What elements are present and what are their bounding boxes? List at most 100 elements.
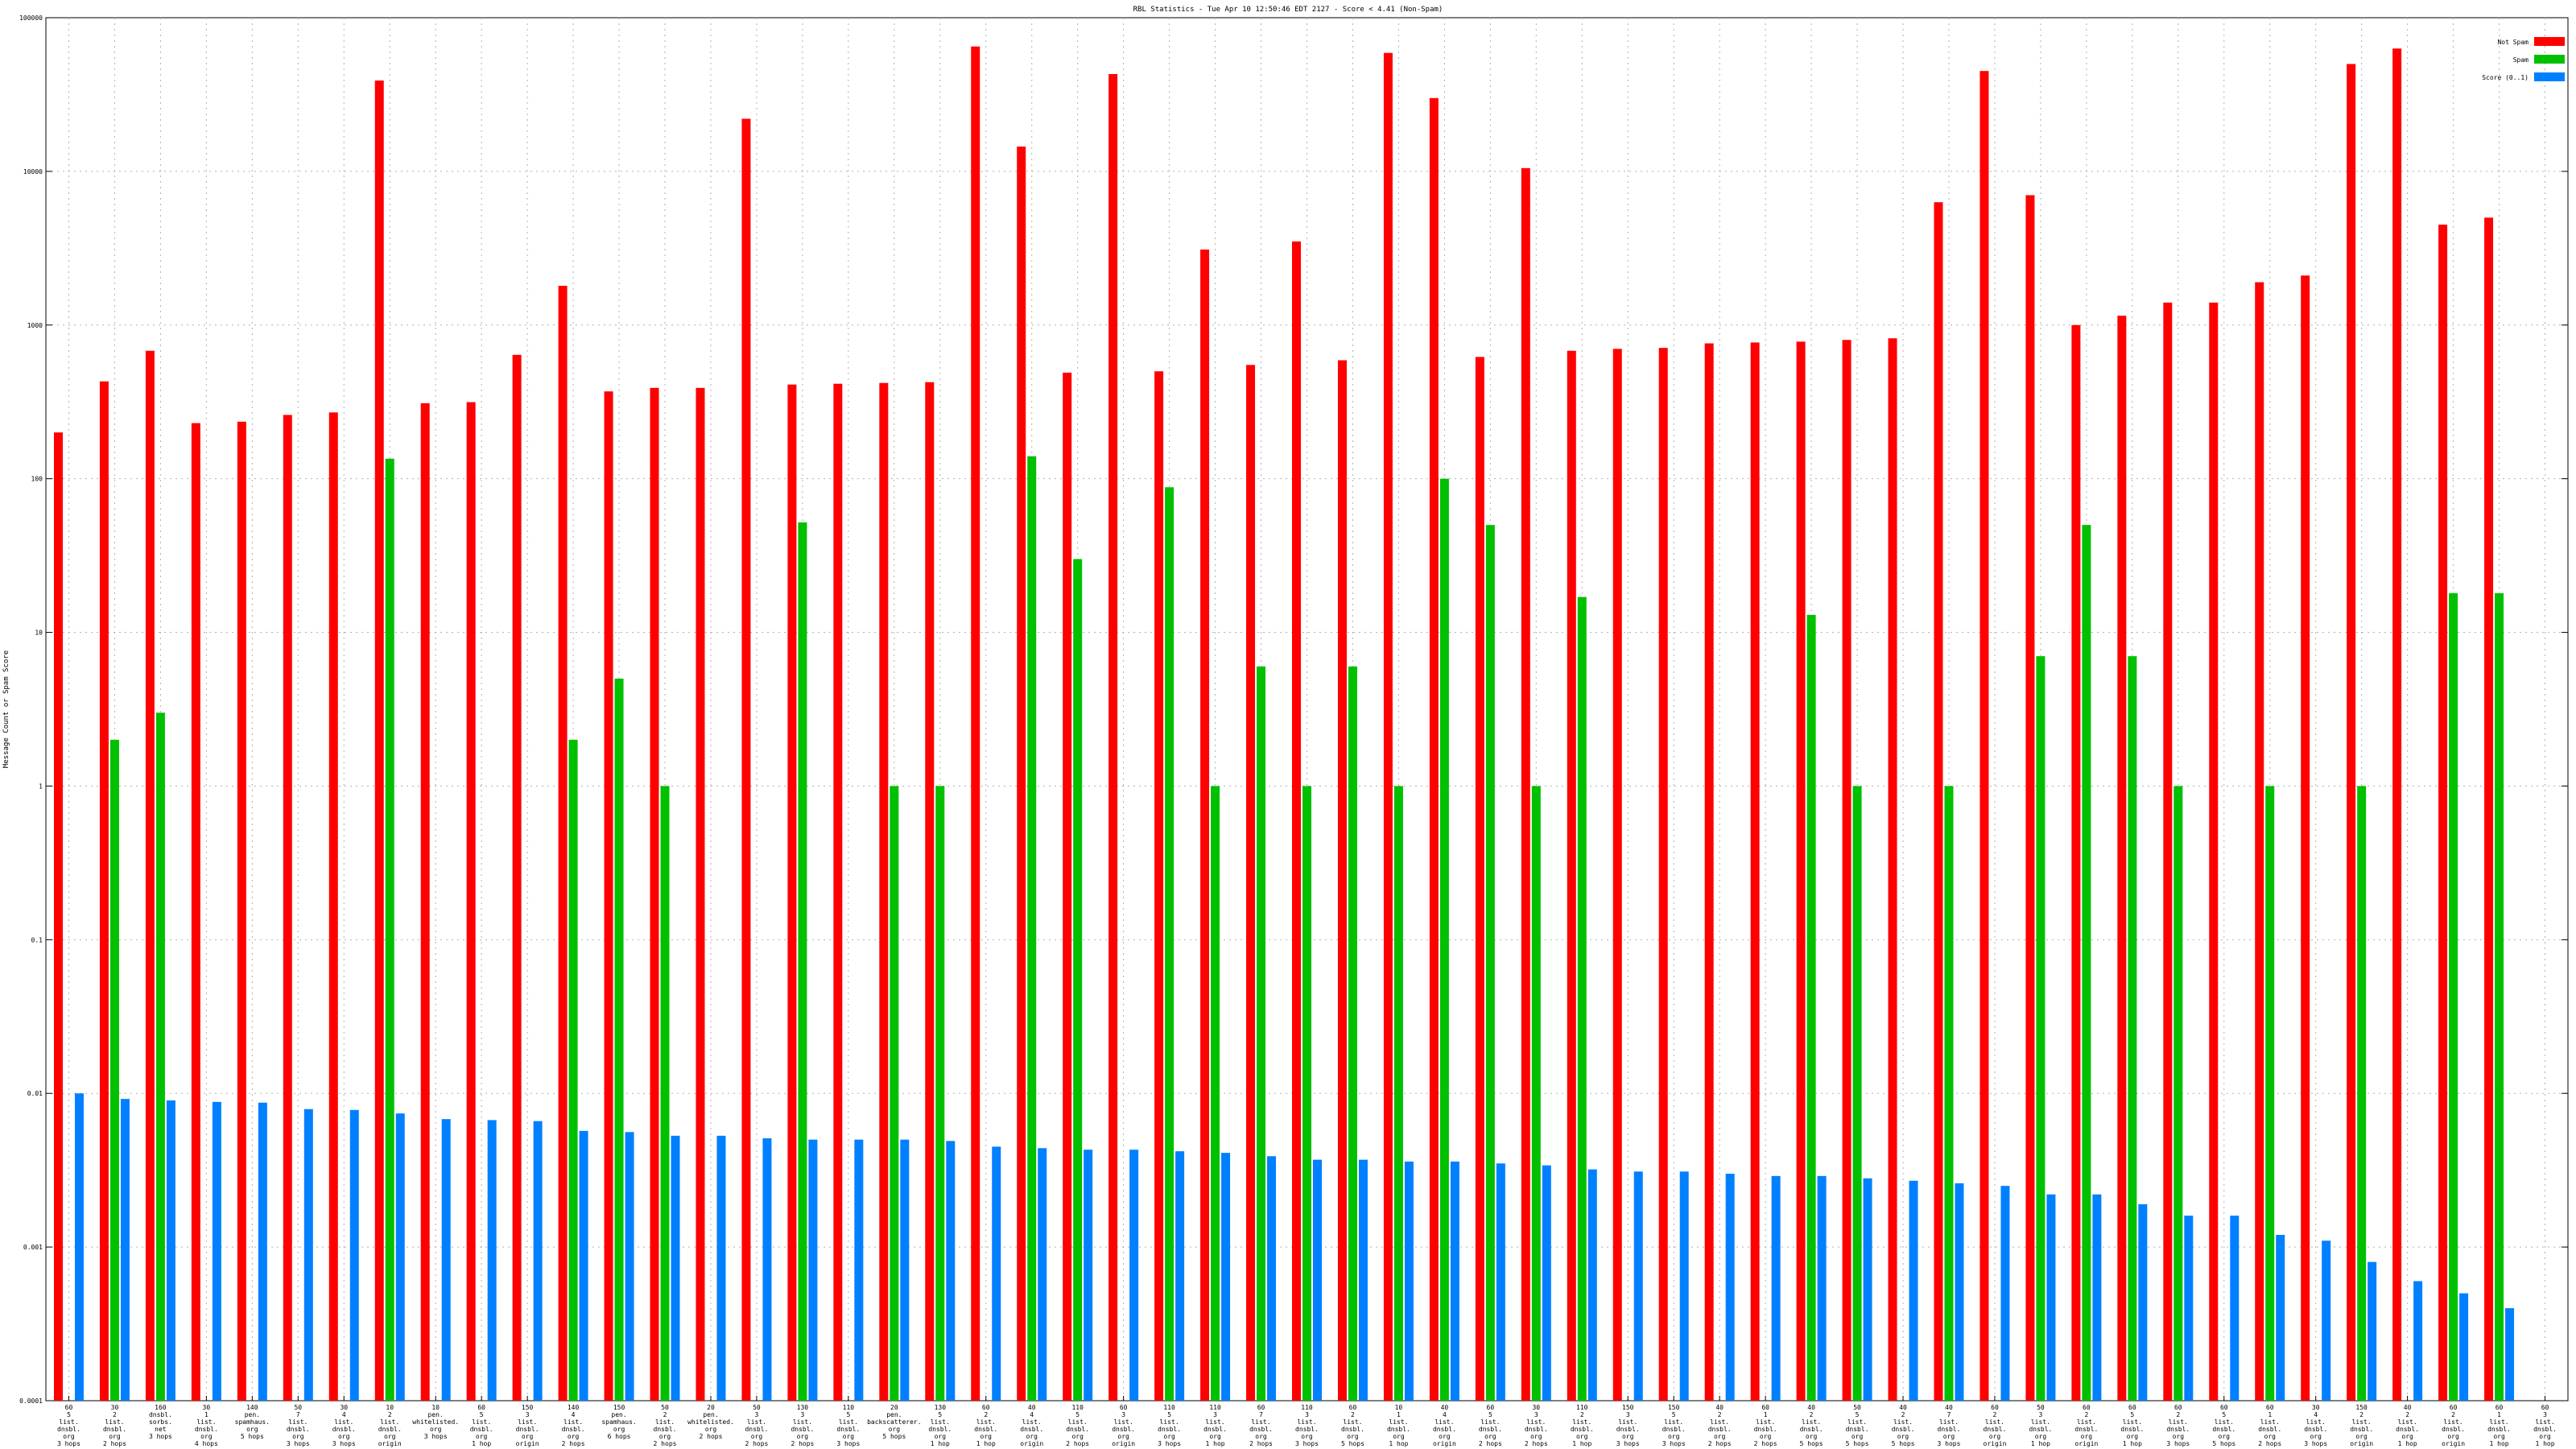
x-tick-label: list. — [1802, 1418, 1821, 1426]
x-tick-label: 60 — [1487, 1404, 1495, 1411]
x-tick-label: dnsbl. — [2166, 1426, 2190, 1433]
x-tick-label: 2 — [1580, 1411, 1584, 1418]
x-tick-label: dnsbl. — [1158, 1426, 1181, 1433]
bar-not-spam — [283, 415, 292, 1401]
x-tick-label: 7 — [1947, 1411, 1951, 1418]
chart-title: RBL Statistics - Tue Apr 10 12:50:46 EDT… — [1133, 6, 1443, 14]
plot-area: 0.00010.0010.010.11101001000100001000006… — [19, 14, 2569, 1447]
bar-score-0-1 — [2184, 1216, 2194, 1401]
x-tick-label: 3 hops — [2166, 1440, 2190, 1447]
x-tick-label: dnsbl. — [1892, 1426, 1915, 1433]
bar-score-0-1 — [1450, 1161, 1459, 1401]
x-tick-label: 2 hops — [1479, 1440, 1502, 1447]
y-tick-label: 10000 — [23, 168, 43, 175]
x-tick-label: dnsbl. — [2074, 1426, 2098, 1433]
x-tick-label: list. — [1664, 1418, 1683, 1426]
x-tick-label: dnsbl. — [1846, 1426, 1869, 1433]
x-tick-label: org — [751, 1433, 763, 1440]
x-tick-label: list. — [839, 1418, 858, 1426]
x-tick-label: 60 — [2083, 1404, 2091, 1411]
bar-not-spam — [1383, 52, 1393, 1401]
bar-not-spam — [1704, 343, 1714, 1401]
x-tick-label: dnsbl. — [1249, 1426, 1273, 1433]
bar-not-spam — [1888, 338, 1897, 1402]
x-tick-label: org — [1026, 1433, 1038, 1440]
x-tick-label: origin — [1984, 1440, 2007, 1447]
bar-score-0-1 — [212, 1101, 221, 1401]
x-tick-label: dnsbl. — [1341, 1426, 1364, 1433]
x-tick-label: 140 — [568, 1404, 580, 1411]
bar-not-spam — [374, 80, 384, 1401]
bar-score-0-1 — [1496, 1163, 1505, 1401]
x-tick-label: list. — [1893, 1418, 1913, 1426]
x-tick-label: 3 hops — [287, 1440, 310, 1447]
x-tick-label: 2 hops — [654, 1440, 677, 1447]
x-tick-label: 4 — [1443, 1411, 1447, 1418]
x-tick-label: 150 — [613, 1404, 625, 1411]
x-tick-label: dnsbl. — [1112, 1426, 1135, 1433]
x-tick-label: list. — [1710, 1418, 1729, 1426]
x-tick-label: 2 — [2176, 1411, 2180, 1418]
x-tick-label: org — [2081, 1433, 2093, 1440]
x-tick-label: list. — [105, 1418, 124, 1426]
x-tick-label: list. — [59, 1418, 78, 1426]
bar-score-0-1 — [487, 1120, 497, 1401]
x-tick-label: 3 hops — [1938, 1440, 1961, 1447]
x-tick-label: org — [2447, 1433, 2459, 1440]
x-tick-label: org — [430, 1426, 442, 1433]
x-tick-label: org — [1071, 1433, 1084, 1440]
x-tick-label: org — [1117, 1433, 1129, 1440]
x-tick-label: 5 — [1672, 1411, 1676, 1418]
x-tick-label: org — [1943, 1433, 1955, 1440]
x-tick-label: dnsbl. — [1066, 1426, 1089, 1433]
x-tick-label: 140 — [246, 1404, 258, 1411]
x-tick-label: 3 — [1534, 1411, 1538, 1418]
x-tick-label: whitelisted. — [687, 1418, 734, 1426]
x-tick-label: 3 hops — [424, 1433, 448, 1440]
x-tick-label: 3 hops — [1158, 1440, 1181, 1447]
bar-score-0-1 — [2368, 1261, 2377, 1401]
x-tick-label: org — [63, 1433, 75, 1440]
x-tick-label: org — [109, 1433, 121, 1440]
bar-spam — [1027, 456, 1037, 1401]
bar-spam — [2128, 656, 2137, 1401]
x-tick-label: list. — [793, 1418, 812, 1426]
x-tick-label: origin — [516, 1440, 539, 1447]
bar-not-spam — [53, 432, 63, 1401]
x-tick-label: 2 hops — [1249, 1440, 1273, 1447]
x-tick-label: origin — [1020, 1440, 1043, 1447]
x-tick-label: spamhaus. — [601, 1418, 636, 1426]
x-tick-label: org — [2127, 1433, 2139, 1440]
bar-spam — [2495, 592, 2504, 1401]
bar-spam — [1257, 666, 1266, 1401]
bar-spam — [109, 739, 119, 1401]
x-tick-label: 60 — [2541, 1404, 2549, 1411]
x-tick-label: 2 — [2084, 1411, 2088, 1418]
x-tick-label: dnsbl. — [2304, 1426, 2327, 1433]
x-tick-label: 7 — [1259, 1411, 1263, 1418]
x-tick-label: 5 hops — [1846, 1440, 1869, 1447]
bar-spam — [1485, 525, 1495, 1402]
x-tick-label: org — [200, 1433, 213, 1440]
x-tick-label: list. — [1435, 1418, 1454, 1426]
x-tick-label: list. — [2169, 1418, 2188, 1426]
x-tick-label: dnsbl. — [2212, 1426, 2235, 1433]
x-tick-label: 60 — [1257, 1404, 1265, 1411]
x-tick-label: dnsbl. — [195, 1426, 218, 1433]
x-tick-label: 60 — [982, 1404, 990, 1411]
bar-spam — [2082, 525, 2091, 1402]
x-tick-label: 40 — [1715, 1404, 1724, 1411]
x-tick-label: 5 — [1488, 1411, 1492, 1418]
y-tick-label: 100 — [31, 476, 43, 483]
x-tick-label: 1 hop — [1572, 1440, 1591, 1447]
x-tick-label: dnsbl. — [1433, 1426, 1456, 1433]
bar-spam — [935, 786, 945, 1401]
x-tick-label: 2 — [984, 1411, 988, 1418]
x-tick-label: 130 — [797, 1404, 809, 1411]
x-tick-label: list. — [380, 1418, 399, 1426]
x-tick-label: list. — [564, 1418, 583, 1426]
y-tick-label: 0.01 — [27, 1090, 43, 1097]
bar-not-spam — [1108, 73, 1118, 1401]
x-tick-label: 2 — [2405, 1411, 2409, 1418]
x-tick-label: 110 — [1071, 1404, 1084, 1411]
